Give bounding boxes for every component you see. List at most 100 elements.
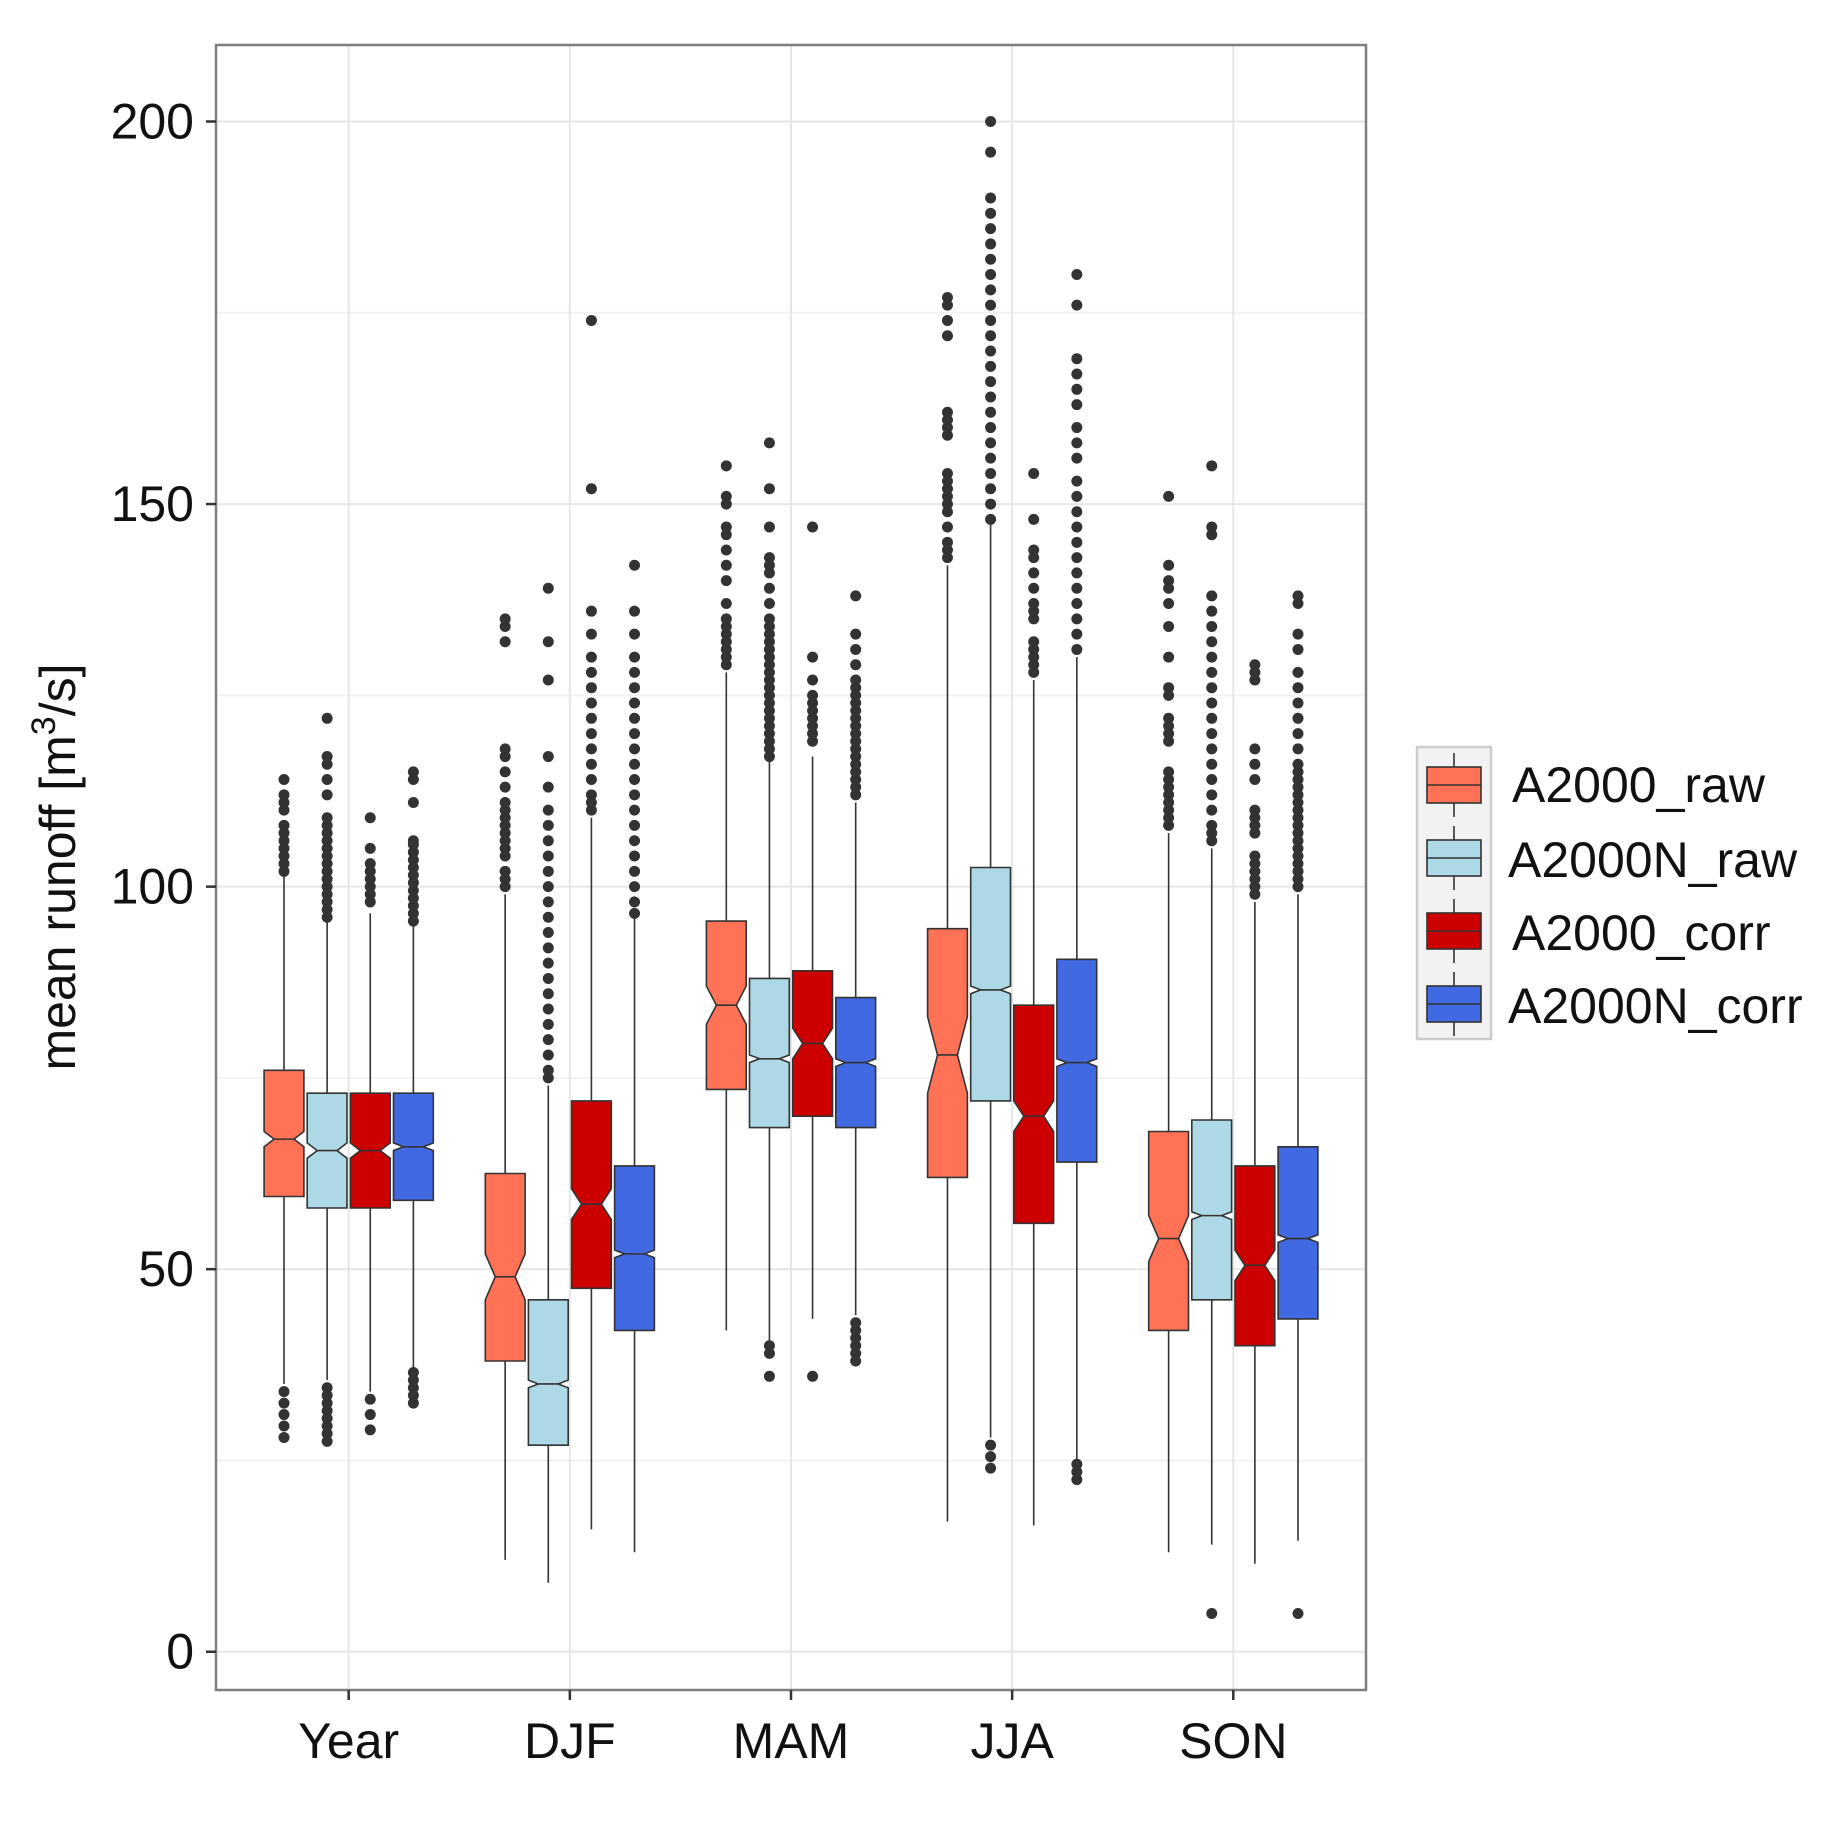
outlier-point	[629, 819, 641, 831]
outlier-point	[1163, 796, 1175, 808]
outlier-point	[1292, 842, 1304, 854]
outlier-point	[499, 850, 511, 862]
outlier-point	[407, 1389, 419, 1401]
outlier-point	[1292, 628, 1304, 640]
outlier-point	[807, 712, 819, 724]
outlier-point	[763, 1370, 775, 1382]
outlier-point	[407, 854, 419, 866]
outlier-point	[321, 1412, 333, 1424]
outlier-point	[542, 751, 554, 763]
outlier-point	[850, 735, 862, 747]
outlier-point	[321, 1405, 333, 1417]
outlier-point	[850, 689, 862, 701]
outlier-point	[585, 628, 597, 640]
box-layer	[263, 116, 1319, 1619]
outlier-point	[407, 835, 419, 847]
outlier-point	[542, 804, 554, 816]
box-A2000N_corr-SON	[1277, 590, 1319, 1619]
outlier-point	[1028, 636, 1040, 648]
outlier-point	[364, 858, 376, 870]
outlier-point	[941, 414, 953, 426]
legend-label: A2000_corr	[1512, 905, 1771, 961]
outlier-point	[807, 728, 819, 740]
outlier-point	[407, 892, 419, 904]
outlier-point	[720, 498, 732, 510]
outlier-point	[1028, 467, 1040, 479]
outlier-point	[364, 881, 376, 893]
outlier-point	[499, 812, 511, 824]
x-tick-label: JJA	[970, 1713, 1054, 1769]
outlier-point	[629, 728, 641, 740]
legend-label: A2000N_corr	[1508, 978, 1803, 1034]
outlier-point	[278, 850, 290, 862]
outlier-point	[1292, 819, 1304, 831]
outlier-point	[278, 774, 290, 786]
outlier-point	[321, 911, 333, 923]
outlier-point	[985, 146, 997, 158]
outlier-point	[1292, 682, 1304, 694]
outlier-point	[1163, 774, 1175, 786]
box-A2000N_raw-Year	[306, 712, 348, 1447]
outlier-point	[1163, 582, 1175, 594]
outlier-point	[1071, 368, 1083, 380]
outlier-point	[1071, 521, 1083, 533]
outlier-point	[629, 682, 641, 694]
outlier-point	[542, 1072, 554, 1084]
outlier-point	[407, 900, 419, 912]
outlier-point	[1206, 743, 1218, 755]
legend-keys	[1415, 745, 1493, 1041]
outlier-point	[720, 651, 732, 663]
outlier-point	[1028, 666, 1040, 678]
outlier-point	[1292, 781, 1304, 793]
outlier-point	[585, 743, 597, 755]
box-body	[1277, 1146, 1319, 1320]
outlier-point	[1028, 613, 1040, 625]
outlier-point	[321, 712, 333, 724]
outlier-point	[542, 850, 554, 862]
outlier-point	[985, 1439, 997, 1451]
outlier-point	[321, 888, 333, 900]
outlier-point	[763, 636, 775, 648]
outlier-point	[364, 865, 376, 877]
outlier-point	[720, 620, 732, 632]
box-A2000N_raw-JJA	[969, 116, 1012, 1474]
outlier-point	[1028, 659, 1040, 671]
outlier-point	[629, 651, 641, 663]
outlier-point	[629, 605, 641, 617]
outlier-point	[763, 689, 775, 701]
outlier-point	[1206, 666, 1218, 678]
outlier-point	[850, 1324, 862, 1336]
outlier-point	[321, 1389, 333, 1401]
outlier-point	[585, 789, 597, 801]
outlier-point	[1206, 620, 1218, 632]
outlier-point	[985, 207, 997, 219]
outlier-point	[1292, 766, 1304, 778]
outlier-point	[850, 697, 862, 709]
outlier-point	[1292, 881, 1304, 893]
y-axis-title: mean runoff [m3/s]	[25, 663, 86, 1070]
outlier-point	[720, 521, 732, 533]
box-body	[1056, 958, 1098, 1163]
outlier-point	[542, 881, 554, 893]
outlier-point	[1206, 789, 1218, 801]
outlier-point	[585, 728, 597, 740]
outlier-point	[629, 628, 641, 640]
outlier-point	[985, 223, 997, 235]
outlier-point	[542, 674, 554, 686]
outlier-point	[278, 1420, 290, 1432]
y-tick-label: 0	[166, 1624, 194, 1680]
outlier-point	[1206, 529, 1218, 541]
outlier-point	[1071, 475, 1083, 487]
outlier-point	[321, 774, 333, 786]
outlier-point	[1163, 598, 1175, 610]
box-A2000_corr-SON	[1234, 659, 1276, 1564]
outlier-point	[807, 697, 819, 709]
outlier-point	[629, 743, 641, 755]
outlier-point	[499, 620, 511, 632]
outlier-point	[941, 498, 953, 510]
outlier-point	[985, 467, 997, 479]
outlier-point	[1292, 812, 1304, 824]
y-tick-label: 150	[111, 476, 194, 532]
outlier-point	[720, 659, 732, 671]
y-axis: 0 50 100 150 200	[111, 94, 216, 1680]
